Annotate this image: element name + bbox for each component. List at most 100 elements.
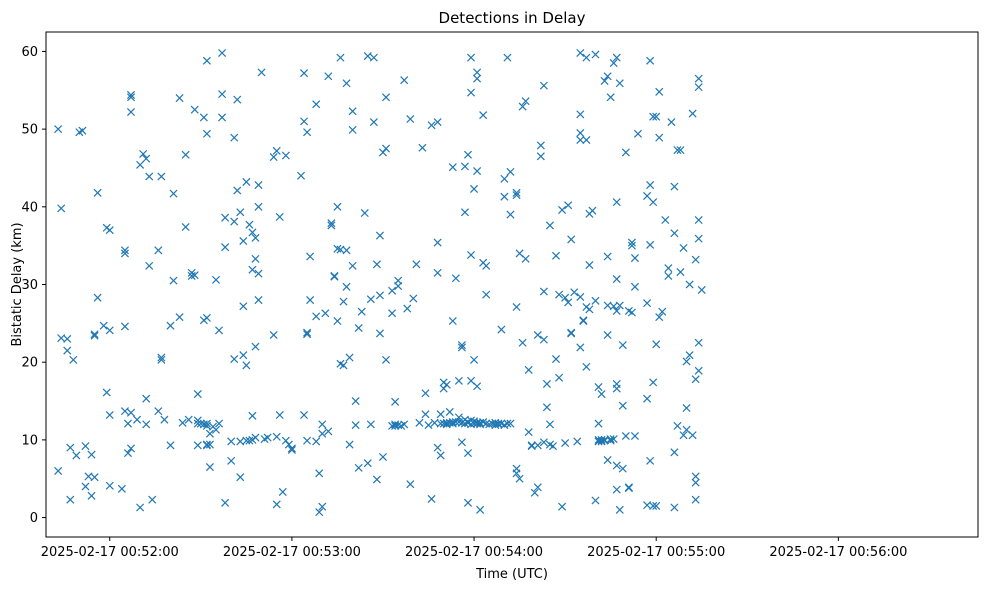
data-point xyxy=(142,154,151,163)
data-point xyxy=(646,181,655,190)
data-point xyxy=(409,294,418,303)
data-point xyxy=(287,444,296,453)
data-point xyxy=(221,213,230,222)
plot-area xyxy=(45,31,979,538)
data-point xyxy=(661,215,670,225)
data-point xyxy=(685,280,694,289)
data-point xyxy=(187,271,196,280)
data-point xyxy=(117,484,126,493)
data-point xyxy=(448,417,457,427)
data-point xyxy=(670,503,679,512)
data-point xyxy=(72,451,81,460)
data-point xyxy=(633,129,643,138)
data-markers xyxy=(54,48,706,517)
data-point xyxy=(90,331,99,340)
data-point xyxy=(500,174,509,183)
data-point xyxy=(536,141,545,150)
data-point xyxy=(278,487,287,496)
data-point xyxy=(612,53,621,62)
data-point xyxy=(697,285,706,294)
data-point xyxy=(315,508,324,517)
data-point xyxy=(630,254,639,263)
data-point xyxy=(239,302,248,311)
data-point xyxy=(576,292,585,301)
data-point xyxy=(542,379,551,388)
data-point xyxy=(670,182,679,191)
data-point xyxy=(218,90,227,99)
data-point xyxy=(606,435,615,444)
data-point xyxy=(524,365,533,374)
data-point xyxy=(142,394,151,403)
data-point xyxy=(321,309,330,318)
data-point xyxy=(460,162,469,171)
data-point xyxy=(105,410,114,420)
data-point xyxy=(612,485,621,494)
data-point xyxy=(676,146,685,155)
data-point xyxy=(512,303,521,312)
data-point xyxy=(175,313,184,322)
data-point xyxy=(306,252,315,261)
data-point xyxy=(646,456,655,465)
data-point xyxy=(643,191,652,200)
data-point xyxy=(87,450,96,459)
data-point xyxy=(287,445,296,455)
data-point xyxy=(564,201,573,210)
data-point xyxy=(54,125,63,134)
data-point xyxy=(303,128,312,137)
data-point xyxy=(673,146,682,155)
data-point xyxy=(184,415,193,424)
data-point xyxy=(573,437,582,446)
data-point xyxy=(381,355,391,364)
data-point xyxy=(169,276,178,285)
data-point xyxy=(466,88,476,97)
data-point xyxy=(215,326,224,335)
data-point xyxy=(284,440,293,449)
data-point xyxy=(442,380,451,389)
data-point xyxy=(78,126,87,135)
data-point xyxy=(202,56,211,65)
data-point xyxy=(236,208,245,217)
data-point xyxy=(482,419,491,428)
data-point xyxy=(272,146,281,155)
data-point xyxy=(354,323,363,333)
data-point xyxy=(406,114,415,124)
data-point xyxy=(199,113,208,122)
data-point xyxy=(126,107,136,117)
data-point xyxy=(603,330,612,340)
data-point xyxy=(281,436,290,445)
data-point xyxy=(427,121,436,130)
data-point xyxy=(618,341,627,350)
data-point xyxy=(145,172,154,181)
data-point xyxy=(375,291,384,300)
data-point xyxy=(357,307,366,316)
data-point xyxy=(685,351,694,360)
data-point xyxy=(588,206,597,215)
data-point xyxy=(318,429,327,438)
x-tick-label: 2025-02-17 00:52:00 xyxy=(41,545,179,560)
data-point xyxy=(512,464,521,473)
data-point xyxy=(621,431,630,441)
x-tick-label: 2025-02-17 00:56:00 xyxy=(769,545,907,560)
data-point xyxy=(479,111,488,120)
data-point xyxy=(615,79,624,88)
data-point xyxy=(597,390,606,399)
data-point xyxy=(154,246,163,255)
data-point xyxy=(303,328,312,337)
data-point xyxy=(66,495,75,504)
data-point xyxy=(457,438,466,447)
data-point xyxy=(518,102,527,111)
data-point xyxy=(448,316,457,326)
data-point xyxy=(533,441,542,450)
y-tick-label: 40 xyxy=(21,200,38,215)
data-point xyxy=(576,128,585,138)
data-point xyxy=(694,234,703,243)
data-point xyxy=(306,296,315,305)
data-point xyxy=(506,419,515,428)
data-point xyxy=(312,312,321,321)
data-point xyxy=(363,459,372,468)
data-point xyxy=(515,474,524,483)
data-point xyxy=(378,452,388,462)
data-point xyxy=(378,148,388,157)
data-point xyxy=(679,243,688,253)
